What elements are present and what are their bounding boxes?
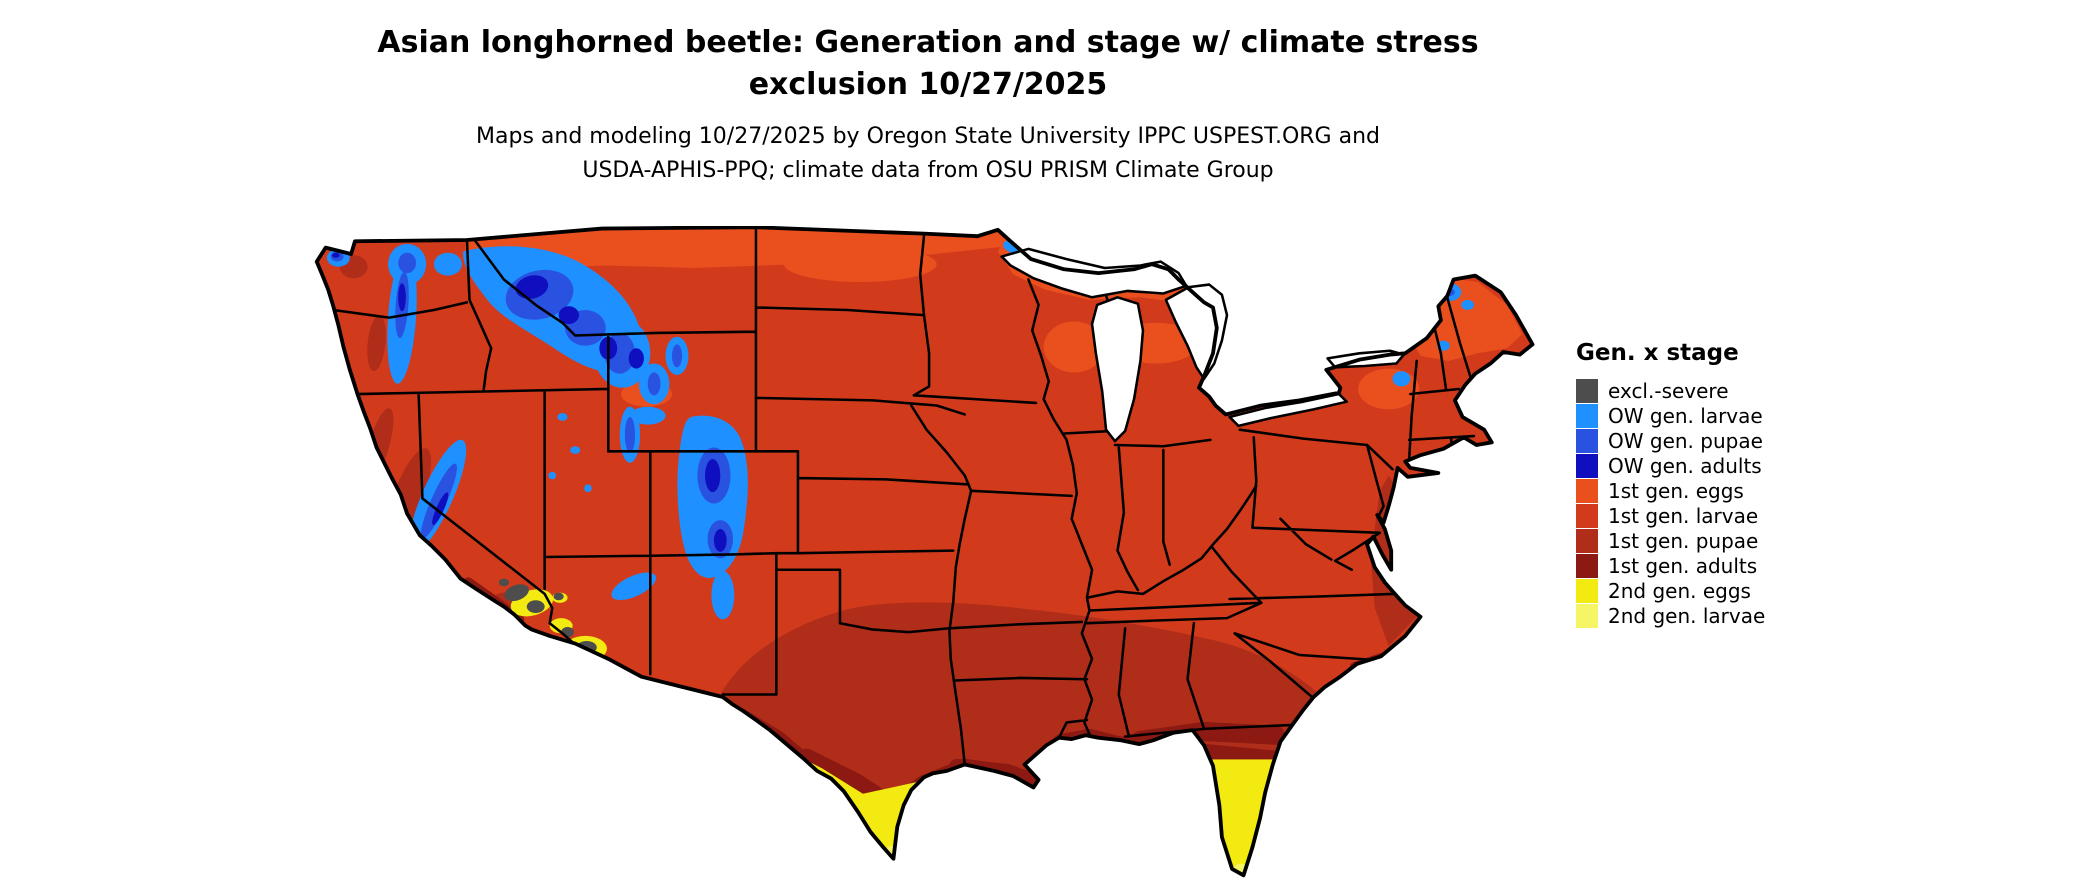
legend-color-swatch: [1576, 603, 1598, 628]
region-2nd-gen-larvae: [884, 845, 1249, 876]
legend-color-swatch: [1576, 503, 1598, 528]
subtitle-line-1: Maps and modeling 10/27/2025 by Oregon S…: [476, 124, 1380, 149]
legend-item-label: 1st gen. larvae: [1608, 503, 1759, 528]
legend-color-swatch: [1576, 428, 1598, 453]
legend-item: 1st gen. eggs: [1576, 478, 1896, 503]
legend-item: excl.-severe: [1576, 378, 1896, 403]
legend-color-swatch: [1576, 528, 1598, 553]
legend-item: 1st gen. adults: [1576, 553, 1896, 578]
figure-titles: Asian longhorned beetle: Generation and …: [0, 22, 1856, 188]
legend-color-swatch: [1576, 403, 1598, 428]
legend-item-label: OW gen. pupae: [1608, 428, 1763, 453]
page-title: Asian longhorned beetle: Generation and …: [0, 22, 1856, 106]
legend-color-swatch: [1576, 553, 1598, 578]
legend: Gen. x stage excl.-severe OW gen. larvae…: [1576, 340, 1896, 628]
legend-item-label: 1st gen. pupae: [1608, 528, 1759, 553]
legend-item-label: 1st gen. eggs: [1608, 478, 1744, 503]
legend-item-label: excl.-severe: [1608, 378, 1729, 403]
legend-item: OW gen. adults: [1576, 453, 1896, 478]
legend-item-label: OW gen. larvae: [1608, 403, 1763, 428]
legend-item: 2nd gen. eggs: [1576, 578, 1896, 603]
figure-subtitle: Maps and modeling 10/27/2025 by Oregon S…: [0, 120, 1856, 188]
legend-item: 2nd gen. larvae: [1576, 603, 1896, 628]
title-line-2: exclusion 10/27/2025: [748, 67, 1108, 102]
legend-color-swatch: [1576, 478, 1598, 503]
legend-item-label: 1st gen. adults: [1608, 553, 1758, 578]
lake-michigan: [1090, 296, 1145, 443]
subtitle-line-2: USDA-APHIS-PPQ; climate data from OSU PR…: [582, 158, 1274, 183]
conus-outline: [314, 226, 1535, 878]
us-map: [314, 226, 1535, 878]
legend-color-swatch: [1576, 378, 1598, 403]
title-line-1: Asian longhorned beetle: Generation and …: [377, 25, 1479, 60]
legend-item: OW gen. pupae: [1576, 428, 1896, 453]
legend-item: OW gen. larvae: [1576, 403, 1896, 428]
legend-item: 1st gen. larvae: [1576, 503, 1896, 528]
legend-title: Gen. x stage: [1576, 340, 1739, 366]
legend-color-swatch: [1576, 578, 1598, 603]
legend-item: 1st gen. pupae: [1576, 528, 1896, 553]
lake-erie: [1228, 392, 1348, 428]
region-excl-severe: [498, 578, 597, 654]
legend-item-label: OW gen. adults: [1608, 453, 1762, 478]
legend-item-label: 2nd gen. larvae: [1608, 603, 1766, 628]
state-borders: [332, 227, 1476, 766]
legend-color-swatch: [1576, 453, 1598, 478]
map-raster-regions: [316, 227, 1533, 876]
legend-item-label: 2nd gen. eggs: [1608, 578, 1751, 603]
